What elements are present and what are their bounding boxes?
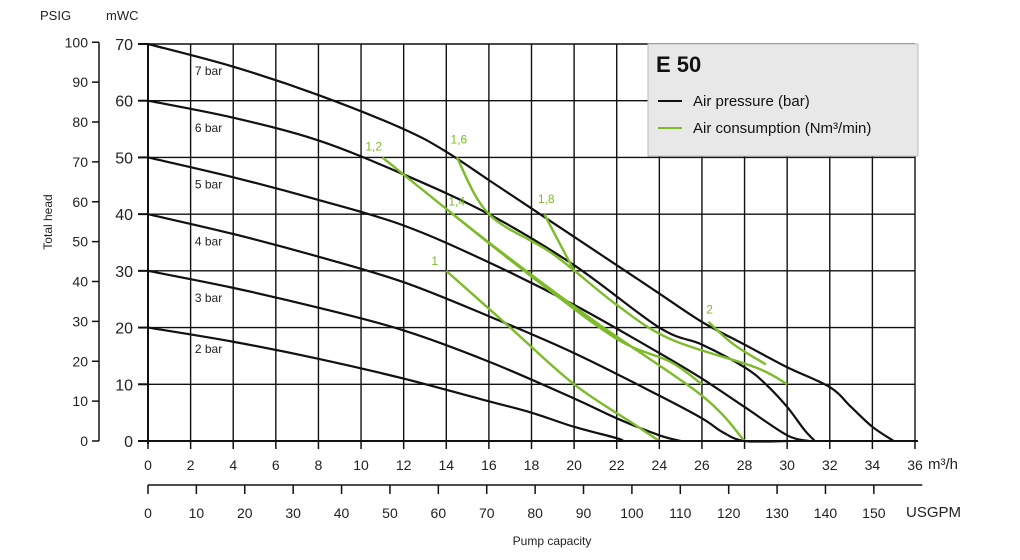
y-secondary-tick-label: 20 xyxy=(72,353,88,369)
y-secondary-tick-label: 0 xyxy=(80,433,88,449)
y-secondary-tick-label: 40 xyxy=(72,274,88,290)
y-primary-unit: mWC xyxy=(106,8,139,23)
x-secondary-tick-label: 60 xyxy=(431,505,447,521)
x-secondary-tick-label: 150 xyxy=(862,505,886,521)
x-primary-tick-label: 30 xyxy=(779,457,795,473)
consumption-curve-label: 2 xyxy=(706,302,713,316)
consumption-curve-label: 1 xyxy=(431,254,438,268)
consumption-curve-1-8 xyxy=(543,213,576,272)
x-secondary-tick-label: 0 xyxy=(144,505,152,521)
x-primary-tick-label: 22 xyxy=(609,457,625,473)
consumption-curve-1-2 xyxy=(381,156,746,442)
y-primary-tick-label: 0 xyxy=(124,434,133,451)
consumption-curve-1 xyxy=(445,269,660,442)
x-primary-tick-label: 24 xyxy=(652,457,668,473)
x-secondary-tick-label: 110 xyxy=(669,505,692,521)
pressure-curve-4-bar xyxy=(147,213,788,443)
pressure-curve-7-bar xyxy=(147,42,895,442)
x-secondary-tick-label: 100 xyxy=(620,505,644,521)
x-primary-tick-label: 26 xyxy=(694,457,710,473)
y-secondary-unit: PSIG xyxy=(40,8,71,23)
y-primary-tick-label: 60 xyxy=(115,94,133,111)
y-secondary-tick-label: 90 xyxy=(72,74,88,90)
legend-label-consumption: Air consumption (Nm³/min) xyxy=(693,120,871,137)
y-primary-tick-label: 20 xyxy=(115,321,133,338)
x-primary-tick-label: 6 xyxy=(272,457,280,473)
x-secondary-tick-label: 140 xyxy=(814,505,838,521)
y-primary-tick-label: 10 xyxy=(115,377,133,394)
x-primary-tick-label: 12 xyxy=(396,457,412,473)
axes xyxy=(92,41,923,494)
x-secondary-tick-label: 20 xyxy=(237,505,253,521)
pressure-curve-2-bar xyxy=(147,326,624,443)
x-secondary-tick-label: 80 xyxy=(527,505,543,521)
x-primary-tick-label: 34 xyxy=(865,457,881,473)
x-secondary-tick-label: 40 xyxy=(334,505,350,521)
consumption-curve-2 xyxy=(707,321,767,366)
consumption-curve-label: 1,2 xyxy=(365,140,382,154)
x-primary-tick-label: 36 xyxy=(907,457,923,473)
y-secondary-tick-label: 60 xyxy=(72,194,88,210)
consumption-curve-label: 1,6 xyxy=(451,132,468,146)
y-secondary-tick-label: 30 xyxy=(72,313,88,329)
y-primary-tick-label: 70 xyxy=(115,37,133,54)
x-primary-tick-label: 14 xyxy=(438,457,454,473)
pressure-curve-5-bar xyxy=(147,156,809,443)
consumption-curve-1-6 xyxy=(455,156,788,386)
consumption-curve-label: 1,4 xyxy=(448,195,465,209)
y-secondary-tick-label: 100 xyxy=(65,34,89,50)
pressure-curve-label: 2 bar xyxy=(195,342,222,356)
pressure-curve-label: 7 bar xyxy=(195,64,222,78)
x-secondary-tick-label: 130 xyxy=(765,505,789,521)
consumption-curve-label: 1,8 xyxy=(538,192,555,206)
x-primary-tick-label: 28 xyxy=(737,457,753,473)
x-primary-tick-label: 10 xyxy=(353,457,369,473)
x-secondary-tick-label: 30 xyxy=(285,505,301,521)
y-primary-tick-label: 40 xyxy=(115,207,133,224)
x-primary-tick-label: 4 xyxy=(229,457,237,473)
x-primary-tick-label: 20 xyxy=(566,457,582,473)
consumption-curves xyxy=(381,156,788,442)
pressure-curve-label: 5 bar xyxy=(195,178,222,192)
x-secondary-tick-label: 10 xyxy=(189,505,205,521)
y-secondary-tick-label: 70 xyxy=(72,154,88,170)
x-axis-title: Pump capacity xyxy=(513,534,592,548)
pressure-curve-label: 4 bar xyxy=(195,234,222,248)
x-primary-tick-label: 8 xyxy=(315,457,323,473)
x-primary-tick-label: 32 xyxy=(822,457,838,473)
x-primary-tick-label: 16 xyxy=(481,457,497,473)
legend-label-pressure: Air pressure (bar) xyxy=(693,93,810,110)
x-secondary-tick-label: 70 xyxy=(479,505,495,521)
consumption-curve-1-4 xyxy=(451,213,703,386)
x-primary-tick-label: 0 xyxy=(144,457,152,473)
pressure-curve-label: 3 bar xyxy=(195,291,222,305)
y-axis-title: Total head xyxy=(41,194,55,249)
x-primary-tick-label: 2 xyxy=(187,457,195,473)
y-primary-tick-label: 50 xyxy=(115,150,133,167)
x-secondary-tick-label: 90 xyxy=(576,505,592,521)
pressure-curve-label: 6 bar xyxy=(195,121,222,135)
y-secondary-tick-label: 10 xyxy=(72,393,88,409)
x-secondary-tick-label: 50 xyxy=(382,505,398,521)
legend: E 50 Air pressure (bar) Air consumption … xyxy=(647,43,919,157)
x-secondary-unit: USGPM xyxy=(906,504,961,521)
x-primary-unit: m³/h xyxy=(928,456,958,473)
y-secondary-tick-label: 50 xyxy=(72,234,88,250)
legend-box xyxy=(647,43,919,157)
pressure-curves xyxy=(147,42,895,443)
pressure-curve-3-bar xyxy=(147,269,681,443)
y-primary-tick-label: 30 xyxy=(115,264,133,281)
y-secondary-tick-label: 80 xyxy=(72,114,88,130)
pressure-curve-6-bar xyxy=(147,99,816,442)
x-primary-tick-label: 18 xyxy=(524,457,540,473)
x-secondary-tick-label: 120 xyxy=(717,505,741,521)
legend-title: E 50 xyxy=(656,52,701,77)
